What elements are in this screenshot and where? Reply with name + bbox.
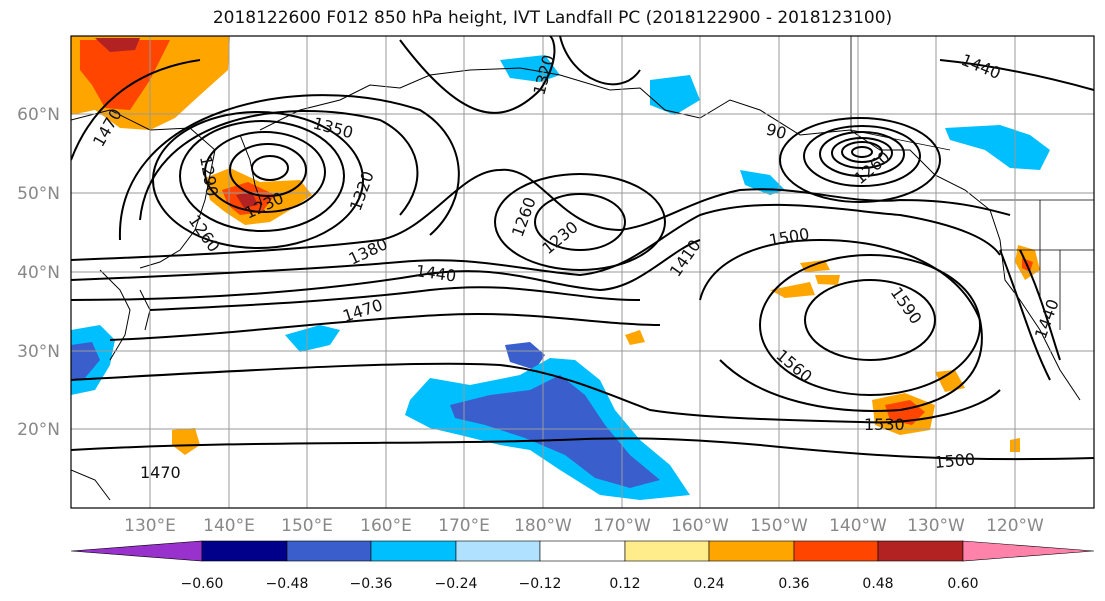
colorbar-tick: 0.36 [778, 576, 809, 592]
contour-label: 90 [764, 120, 789, 144]
contour-label: 1530 [864, 415, 905, 434]
coastlines [71, 67, 1081, 501]
lat-label: 60°N [17, 105, 60, 125]
contour-label: 1500 [934, 450, 976, 472]
colorbar-tick: −0.12 [519, 576, 562, 592]
lon-label: 170°E [438, 516, 490, 536]
lat-label: 50°N [17, 184, 60, 204]
colorbar-segment [370, 540, 457, 562]
map-frame [70, 35, 1095, 509]
lon-label: 120°W [986, 516, 1044, 536]
colorbar-tick: −0.24 [435, 576, 478, 592]
lon-label: 130°E [124, 516, 176, 536]
colorbar-segment [708, 540, 795, 562]
colorbar-tick: −0.36 [350, 576, 393, 592]
colorbar-segment [877, 540, 964, 562]
colorbar-segment [624, 540, 710, 562]
colorbar-segment [201, 540, 288, 562]
height-contours [71, 36, 1094, 461]
lat-label: 30°N [17, 342, 60, 362]
colorbar-segment [539, 540, 626, 562]
colorbar-segment [286, 540, 372, 562]
lon-label: 140°W [829, 516, 887, 536]
colorbar [70, 540, 1095, 562]
lon-label: 140°E [203, 516, 255, 536]
lat-label: 40°N [17, 263, 60, 283]
colorbar-segment [455, 540, 541, 562]
longitude-labels: 130°E 140°E 150°E 160°E 170°E 180°W 170°… [124, 516, 1044, 536]
lon-label: 180°W [514, 516, 572, 536]
colorbar-tick: −0.60 [181, 576, 224, 592]
lon-label: 150°E [281, 516, 333, 536]
colorbar-tick: 0.60 [947, 576, 978, 592]
lon-label: 160°E [360, 516, 412, 536]
colorbar-tick: −0.48 [266, 576, 309, 592]
map-title: 2018122600 F012 850 hPa height, IVT Land… [212, 8, 893, 28]
colorbar-tick: 0.24 [693, 576, 724, 592]
lon-label: 160°W [671, 516, 729, 536]
lon-label: 150°W [750, 516, 808, 536]
ivt-shading [71, 36, 1050, 500]
colorbar-segment [70, 540, 203, 562]
colorbar-segment [962, 540, 1095, 562]
latitude-labels: 60°N 50°N 40°N 30°N 20°N [17, 105, 60, 440]
contour-label: 1470 [140, 463, 181, 482]
lon-label: 130°W [907, 516, 965, 536]
colorbar-tick-labels: −0.60 −0.48 −0.36 −0.24 −0.12 0.12 0.24 … [181, 576, 979, 592]
lat-label: 20°N [17, 420, 60, 440]
colorbar-tick: 0.48 [862, 576, 893, 592]
colorbar-tick: 0.12 [609, 576, 640, 592]
lon-label: 170°W [593, 516, 651, 536]
colorbar-segment [793, 540, 879, 562]
